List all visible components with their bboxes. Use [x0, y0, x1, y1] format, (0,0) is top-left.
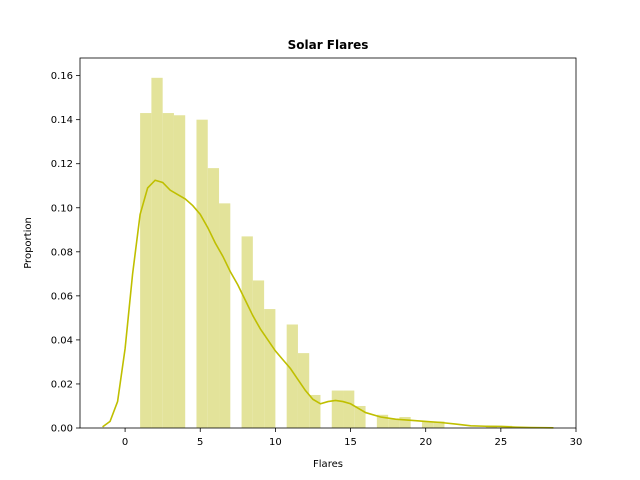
x-tick-label: 30	[570, 437, 583, 448]
x-tick-label: 20	[419, 437, 432, 448]
histogram-bar-18	[399, 416, 411, 428]
y-tick-label: 0.04	[51, 335, 73, 346]
histogram-bar-6	[219, 203, 231, 428]
histogram-bar-7	[241, 236, 253, 428]
y-tick-label: 0.06	[51, 291, 73, 302]
x-axis-ticks: 0 5 10 15 20 25 30	[122, 428, 582, 448]
y-tick-label: 0.12	[51, 159, 73, 170]
histogram-bar-8	[252, 280, 265, 428]
histogram-bar-14	[343, 390, 355, 428]
histogram-bar-3	[173, 115, 186, 428]
histogram-bar-16	[376, 414, 389, 428]
x-tick-label: 5	[197, 437, 203, 448]
histogram-bar-19	[421, 421, 434, 428]
histogram-bar-15	[354, 405, 366, 428]
y-tick-label: 0.10	[51, 203, 73, 214]
x-axis-label: Flares	[313, 459, 343, 470]
y-tick-label: 0.02	[51, 379, 73, 390]
histogram-bar-5	[207, 168, 220, 428]
histogram-bars	[140, 77, 513, 429]
histogram-bar-11	[297, 353, 310, 428]
x-tick-label: 25	[494, 437, 507, 448]
histogram-bar-1	[151, 77, 163, 428]
y-tick-label: 0.08	[51, 247, 73, 258]
x-tick-label: 0	[122, 437, 128, 448]
kde-curve	[102, 179, 554, 429]
y-tick-label: 0.14	[51, 115, 73, 126]
histogram-bar-2	[162, 113, 174, 428]
histogram-bar-20	[433, 421, 445, 428]
histogram-bar-10	[286, 324, 298, 428]
histogram-bar-4	[196, 119, 208, 429]
x-tick-label: 15	[344, 437, 357, 448]
histogram-bar-17	[388, 419, 400, 428]
plot-frame	[79, 57, 577, 429]
y-tick-label: 0.00	[51, 424, 73, 435]
histogram-bar-0	[140, 113, 152, 428]
chart-title: Solar Flares	[288, 38, 369, 52]
histogram-bar-12	[309, 394, 321, 428]
histogram-bar-9	[264, 309, 276, 428]
y-axis-ticks: 0.00 0.02 0.04 0.06 0.08 0.10 0.12 0.14 0.16	[51, 71, 80, 435]
y-tick-label: 0.16	[51, 71, 73, 82]
x-tick-label: 10	[269, 437, 282, 448]
histogram-bar-13	[331, 390, 344, 428]
y-axis-label: Proportion	[23, 217, 34, 269]
